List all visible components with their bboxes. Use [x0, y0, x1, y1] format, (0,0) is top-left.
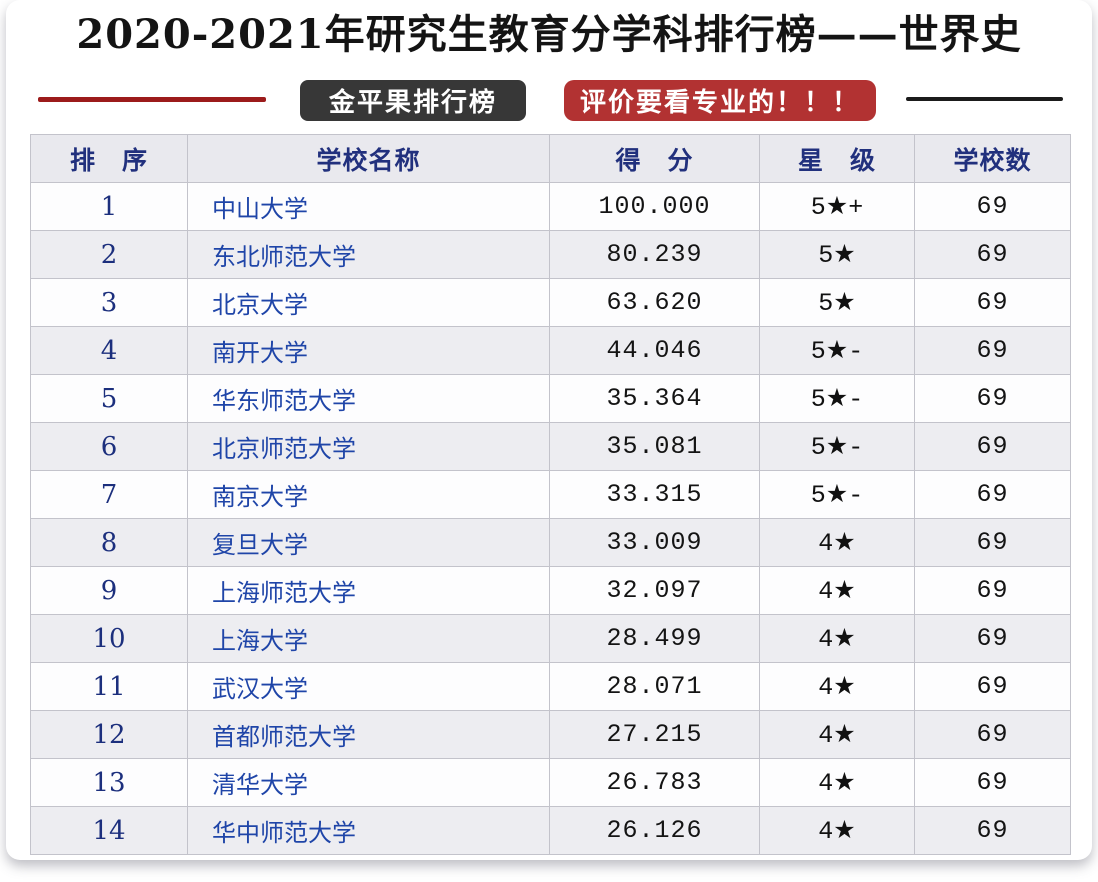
cell-school: 南京大学 — [187, 470, 550, 519]
cell-star: 4★ — [759, 806, 915, 855]
cell-school: 清华大学 — [187, 758, 550, 807]
cell-score: 33.009 — [549, 518, 760, 567]
cell-score: 26.783 — [549, 758, 760, 807]
table-header-row: 排 序 学校名称 得 分 星 级 学校数 — [30, 134, 1071, 183]
cell-count: 69 — [914, 182, 1071, 231]
cell-school: 东北师范大学 — [187, 230, 550, 279]
cell-score: 26.126 — [549, 806, 760, 855]
cell-school: 中山大学 — [187, 182, 550, 231]
cell-score: 80.239 — [549, 230, 760, 279]
badge-strip: 金平果排行榜 评价要看专业的！！！ — [6, 80, 1092, 126]
ranking-card: 2020-2021年研究生教育分学科排行榜——世界史 金平果排行榜 评价要看专业… — [6, 0, 1092, 860]
table-row: 14 华中师范大学 26.126 4★ 69 — [30, 806, 1071, 855]
cell-star: 5★- — [759, 422, 915, 471]
cell-star: 4★ — [759, 710, 915, 759]
table-row: 5 华东师范大学 35.364 5★- 69 — [30, 374, 1071, 423]
column-header-school: 学校名称 — [187, 134, 550, 183]
cell-score: 32.097 — [549, 566, 760, 615]
table-row: 1 中山大学 100.000 5★+ 69 — [30, 182, 1071, 231]
table-body: 1 中山大学 100.000 5★+ 69 2 东北师范大学 80.239 5★ 69 3 北京大学 6… — [30, 182, 1071, 855]
cell-rank: 3 — [30, 278, 188, 327]
cell-school: 上海大学 — [187, 614, 550, 663]
cell-star: 5★+ — [759, 182, 915, 231]
decorative-red-line — [38, 97, 266, 102]
cell-score: 27.215 — [549, 710, 760, 759]
cell-rank: 8 — [30, 518, 188, 567]
cell-star: 5★ — [759, 278, 915, 327]
cell-score: 28.499 — [549, 614, 760, 663]
cell-count: 69 — [914, 422, 1071, 471]
cell-count: 69 — [914, 614, 1071, 663]
table-row: 2 东北师范大学 80.239 5★ 69 — [30, 230, 1071, 279]
brand-badge: 金平果排行榜 — [300, 80, 526, 121]
cell-star: 5★- — [759, 470, 915, 519]
cell-rank: 6 — [30, 422, 188, 471]
cell-score: 44.046 — [549, 326, 760, 375]
cell-rank: 2 — [30, 230, 188, 279]
cell-count: 69 — [914, 662, 1071, 711]
cell-school: 华东师范大学 — [187, 374, 550, 423]
cell-school: 华中师范大学 — [187, 806, 550, 855]
cell-count: 69 — [914, 278, 1071, 327]
cell-rank: 10 — [30, 614, 188, 663]
cell-rank: 4 — [30, 326, 188, 375]
table-row: 13 清华大学 26.783 4★ 69 — [30, 758, 1071, 807]
table-row: 3 北京大学 63.620 5★ 69 — [30, 278, 1071, 327]
cell-score: 28.071 — [549, 662, 760, 711]
ranking-table: 排 序 学校名称 得 分 星 级 学校数 1 中山大学 100.000 5★+ 69 2 东… — [30, 134, 1071, 855]
cell-count: 69 — [914, 758, 1071, 807]
cell-rank: 1 — [30, 182, 188, 231]
cell-school: 南开大学 — [187, 326, 550, 375]
cell-count: 69 — [914, 710, 1071, 759]
cell-score: 33.315 — [549, 470, 760, 519]
cell-count: 69 — [914, 326, 1071, 375]
cell-score: 35.081 — [549, 422, 760, 471]
cell-score: 35.364 — [549, 374, 760, 423]
column-header-rank: 排 序 — [30, 134, 188, 183]
cell-school: 北京师范大学 — [187, 422, 550, 471]
table-row: 10 上海大学 28.499 4★ 69 — [30, 614, 1071, 663]
cell-star: 5★- — [759, 326, 915, 375]
cell-school: 首都师范大学 — [187, 710, 550, 759]
cell-score: 100.000 — [549, 182, 760, 231]
cell-star: 4★ — [759, 758, 915, 807]
cell-star: 4★ — [759, 566, 915, 615]
cell-rank: 5 — [30, 374, 188, 423]
cell-count: 69 — [914, 470, 1071, 519]
cell-count: 69 — [914, 374, 1071, 423]
table-row: 7 南京大学 33.315 5★- 69 — [30, 470, 1071, 519]
column-header-score: 得 分 — [549, 134, 760, 183]
cell-rank: 14 — [30, 806, 188, 855]
column-header-count: 学校数 — [914, 134, 1071, 183]
cell-rank: 13 — [30, 758, 188, 807]
cell-school: 复旦大学 — [187, 518, 550, 567]
cell-star: 5★- — [759, 374, 915, 423]
cell-count: 69 — [914, 806, 1071, 855]
cell-school: 武汉大学 — [187, 662, 550, 711]
table-row: 4 南开大学 44.046 5★- 69 — [30, 326, 1071, 375]
table-row: 6 北京师范大学 35.081 5★- 69 — [30, 422, 1071, 471]
cell-rank: 7 — [30, 470, 188, 519]
table-row: 11 武汉大学 28.071 4★ 69 — [30, 662, 1071, 711]
cell-rank: 11 — [30, 662, 188, 711]
cell-rank: 9 — [30, 566, 188, 615]
table-row: 12 首都师范大学 27.215 4★ 69 — [30, 710, 1071, 759]
cell-school: 上海师范大学 — [187, 566, 550, 615]
cell-school: 北京大学 — [187, 278, 550, 327]
cell-rank: 12 — [30, 710, 188, 759]
cell-score: 63.620 — [549, 278, 760, 327]
cell-count: 69 — [914, 566, 1071, 615]
cell-star: 4★ — [759, 662, 915, 711]
cell-star: 4★ — [759, 518, 915, 567]
cell-star: 5★ — [759, 230, 915, 279]
decorative-black-line — [906, 97, 1063, 101]
slogan-badge: 评价要看专业的！！！ — [564, 80, 876, 121]
cell-count: 69 — [914, 518, 1071, 567]
table-row: 8 复旦大学 33.009 4★ 69 — [30, 518, 1071, 567]
cell-count: 69 — [914, 230, 1071, 279]
cell-star: 4★ — [759, 614, 915, 663]
table-row: 9 上海师范大学 32.097 4★ 69 — [30, 566, 1071, 615]
page-title: 2020-2021年研究生教育分学科排行榜——世界史 — [76, 11, 1022, 58]
column-header-star: 星 级 — [759, 134, 915, 183]
